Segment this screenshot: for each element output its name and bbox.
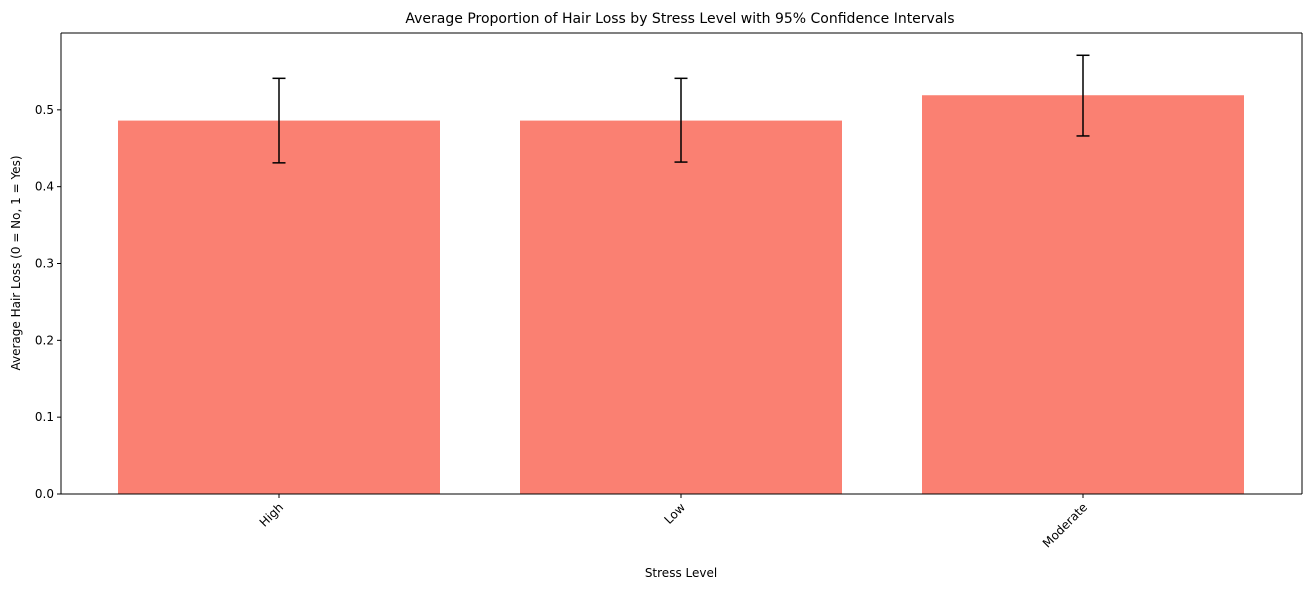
y-tick-label: 0.2 [35, 333, 54, 347]
bar-moderate [922, 95, 1244, 495]
y-tick-label: 0.0 [35, 487, 54, 501]
chart-title: Average Proportion of Hair Loss by Stres… [405, 11, 954, 27]
bar-high [118, 120, 440, 494]
x-tick-label-low: Low [662, 500, 689, 527]
y-tick-label: 0.5 [35, 103, 54, 117]
bar-low [520, 120, 842, 494]
y-axis-title: Average Hair Loss (0 = No, 1 = Yes) [9, 155, 23, 370]
x-tick-label-high: High [257, 500, 286, 529]
x-tick-label-moderate: Moderate [1040, 500, 1090, 550]
y-tick-label: 0.3 [35, 257, 54, 271]
y-tick-label: 0.4 [35, 180, 54, 194]
x-axis-title: Stress Level [645, 566, 717, 580]
y-tick-label: 0.1 [35, 410, 54, 424]
plot-area: 0.0 0.1 0.2 0.3 0.4 0.5 High Low Moderate [35, 32, 1303, 550]
